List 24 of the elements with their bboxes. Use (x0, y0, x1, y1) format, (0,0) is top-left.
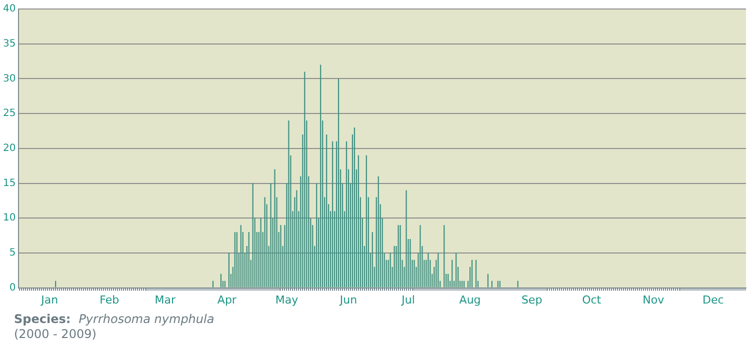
x-tick-label: Feb (100, 293, 120, 306)
x-tick-label: Jul (400, 293, 415, 306)
text: Pyrrhosoma nymphula (78, 312, 214, 326)
y-tick-label: 15 (2, 178, 16, 189)
x-tick-label: Nov (642, 293, 665, 306)
y-tick-label: 40 (2, 4, 16, 15)
x-tick-label: Sep (521, 293, 542, 306)
x-tick-label: Aug (459, 293, 481, 306)
x-tick-label: Oct (582, 293, 602, 306)
text: Species: (14, 312, 71, 326)
y-tick-label: 35 (2, 38, 16, 50)
x-tick-label: Jun (338, 293, 358, 306)
x-tick-label: Mar (154, 293, 176, 306)
x-tick-label: May (275, 293, 299, 306)
x-tick-label: Jan (40, 293, 58, 306)
x-tick-label: Apr (217, 293, 237, 306)
y-tick-label: 20 (2, 142, 16, 154)
y-tick-label: 25 (2, 108, 16, 120)
y-tick-label: 5 (9, 248, 16, 259)
y-tick-label: 30 (2, 73, 16, 84)
x-tick-label: Dec (702, 293, 724, 306)
y-tick-label: 10 (2, 212, 16, 224)
y-tick-label: 0 (9, 282, 16, 294)
text: (2000 - 2009) (14, 327, 96, 341)
